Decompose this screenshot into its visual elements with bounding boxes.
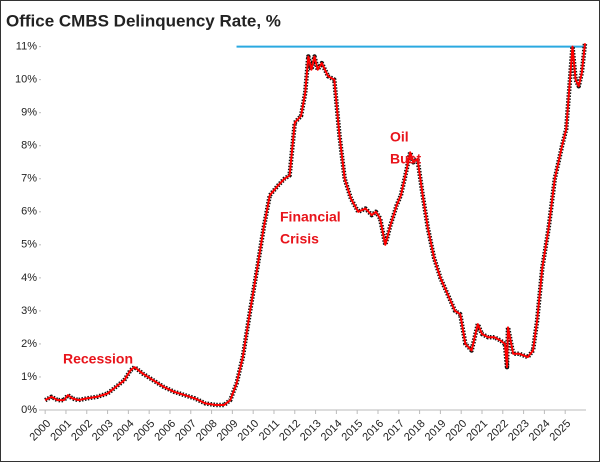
y-tick-label: 7% — [21, 173, 37, 185]
chart-title: Office CMBS Delinquency Rate, % — [6, 11, 281, 30]
y-tick-label: 5% — [21, 239, 37, 251]
y-tick-label: 2% — [21, 338, 37, 350]
y-tick-label: 4% — [21, 272, 37, 284]
annotation: Recession — [63, 351, 133, 367]
y-tick-label: 8% — [21, 140, 37, 152]
y-tick-label: 11% — [16, 41, 37, 53]
y-tick-label: 6% — [21, 206, 37, 218]
annotation: Financial — [280, 209, 341, 225]
y-tick-label: 9% — [21, 107, 37, 119]
line — [44, 43, 586, 406]
annotation: Crisis — [280, 231, 319, 247]
y-tick-label: 0% — [21, 404, 37, 416]
y-tick-label: 1% — [21, 371, 37, 383]
annotation: Oil — [390, 129, 409, 145]
y-tick-label: 3% — [21, 305, 37, 317]
y-tick-label: 10% — [15, 74, 37, 86]
annotation: Bust — [390, 151, 421, 167]
